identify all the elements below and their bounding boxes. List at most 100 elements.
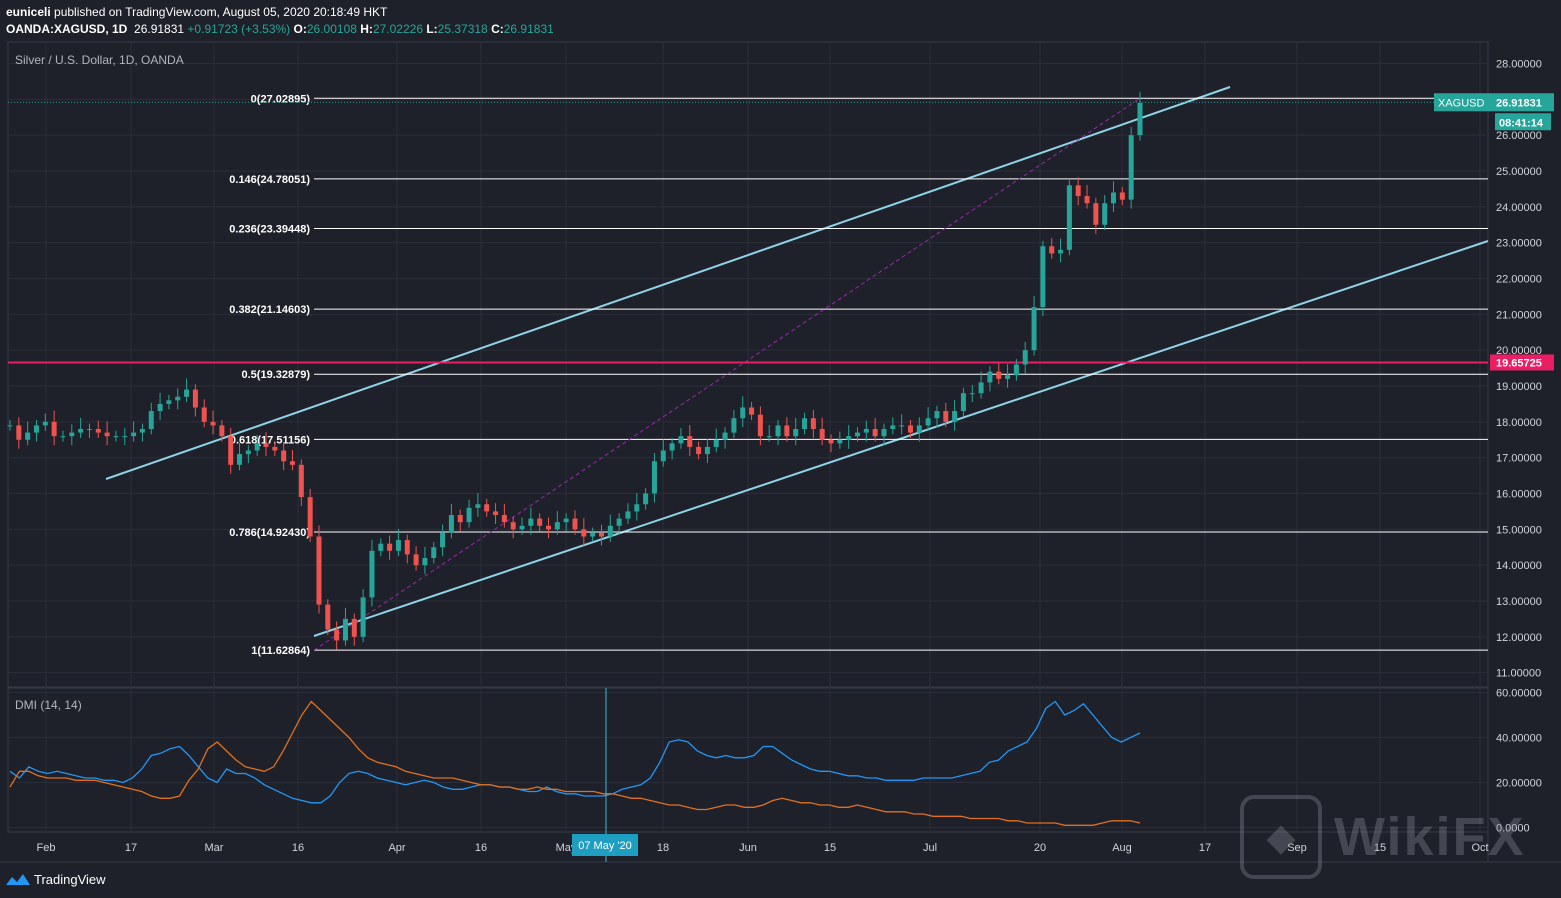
candle-body[interactable]	[528, 518, 534, 526]
candle-body[interactable]	[290, 461, 295, 465]
candle-body[interactable]	[457, 515, 463, 523]
candle-body[interactable]	[952, 411, 958, 422]
candle-body[interactable]	[448, 515, 454, 533]
candle-body[interactable]	[634, 504, 640, 512]
candle-body[interactable]	[1093, 203, 1099, 225]
candle-body[interactable]	[828, 439, 834, 444]
candle-body[interactable]	[440, 532, 446, 548]
candle-body[interactable]	[793, 429, 799, 437]
candle-body[interactable]	[131, 432, 137, 437]
candle-body[interactable]	[334, 629, 340, 641]
candle-body[interactable]	[493, 511, 499, 515]
candle-body[interactable]	[969, 393, 975, 395]
candle-body[interactable]	[60, 436, 66, 438]
candle-body[interactable]	[802, 418, 808, 429]
candle-body[interactable]	[139, 429, 145, 433]
candle-body[interactable]	[766, 436, 772, 438]
candle-body[interactable]	[987, 371, 993, 383]
candle-body[interactable]	[78, 429, 84, 433]
candle-body[interactable]	[775, 425, 781, 437]
candle-body[interactable]	[298, 464, 304, 498]
candle-body[interactable]	[943, 411, 949, 422]
candle-body[interactable]	[687, 436, 693, 447]
candle-body[interactable]	[7, 425, 13, 427]
candle-body[interactable]	[307, 497, 313, 537]
candle-body[interactable]	[669, 443, 675, 451]
candle-body[interactable]	[757, 414, 763, 437]
dmi-minus-line[interactable]	[9, 700, 1141, 826]
candle-body[interactable]	[316, 536, 322, 605]
candle-body[interactable]	[1102, 203, 1108, 225]
candle-body[interactable]	[960, 393, 966, 412]
candle-body[interactable]	[916, 425, 922, 433]
candle-body[interactable]	[519, 525, 525, 530]
candle-body[interactable]	[581, 529, 587, 537]
candle-body[interactable]	[184, 389, 190, 397]
tradingview-brand[interactable]: TradingView	[6, 872, 106, 887]
candle-body[interactable]	[749, 407, 755, 415]
candle-body[interactable]	[254, 443, 260, 451]
candle-body[interactable]	[651, 461, 657, 494]
candle-body[interactable]	[1058, 249, 1064, 254]
candle-body[interactable]	[325, 604, 331, 630]
candle-body[interactable]	[1111, 192, 1117, 204]
candle-body[interactable]	[1005, 375, 1011, 379]
candle-body[interactable]	[978, 382, 984, 394]
channel-upper-line[interactable]	[105, 86, 1231, 480]
candle-body[interactable]	[228, 436, 234, 465]
candle-body[interactable]	[395, 540, 401, 551]
candle-body[interactable]	[431, 547, 437, 558]
candle-body[interactable]	[1066, 185, 1072, 250]
candle-body[interactable]	[369, 550, 375, 598]
candle-body[interactable]	[210, 421, 216, 426]
candle-body[interactable]	[263, 443, 269, 447]
candle-body[interactable]	[404, 540, 410, 555]
candle-body[interactable]	[342, 618, 348, 641]
candle-body[interactable]	[113, 436, 119, 438]
candle-body[interactable]	[572, 518, 578, 530]
candle-body[interactable]	[1084, 196, 1090, 204]
candle-body[interactable]	[201, 407, 207, 422]
candle-body[interactable]	[934, 411, 940, 419]
candle-body[interactable]	[51, 421, 57, 437]
candle-body[interactable]	[148, 411, 154, 429]
candle-body[interactable]	[607, 525, 613, 537]
candle-body[interactable]	[907, 425, 913, 433]
candle-body[interactable]	[563, 518, 569, 523]
candle-body[interactable]	[219, 425, 225, 437]
candle-body[interactable]	[1031, 307, 1037, 351]
candle-body[interactable]	[696, 446, 702, 455]
candle-body[interactable]	[351, 618, 357, 637]
candle-body[interactable]	[175, 396, 181, 401]
candle-body[interactable]	[537, 518, 543, 526]
candle-body[interactable]	[272, 446, 278, 451]
candle-body[interactable]	[510, 522, 516, 530]
candle-body[interactable]	[731, 418, 737, 433]
candle-body[interactable]	[625, 511, 631, 519]
candle-body[interactable]	[837, 439, 843, 444]
publisher-name[interactable]: euniceli	[6, 5, 51, 19]
candle-body[interactable]	[360, 597, 366, 637]
dmi-plus-line[interactable]	[9, 700, 1141, 804]
candle-body[interactable]	[245, 450, 251, 455]
candle-body[interactable]	[890, 425, 896, 429]
candle-body[interactable]	[1040, 246, 1046, 308]
candle-body[interactable]	[1013, 364, 1019, 376]
candle-body[interactable]	[1128, 135, 1134, 200]
candle-body[interactable]	[643, 493, 649, 505]
candle-body[interactable]	[413, 554, 419, 566]
candle-body[interactable]	[819, 429, 825, 440]
candle-body[interactable]	[598, 532, 604, 537]
candle-body[interactable]	[166, 400, 172, 404]
candle-body[interactable]	[1137, 102, 1143, 136]
candle-body[interactable]	[122, 436, 128, 438]
candle-body[interactable]	[863, 429, 869, 433]
candle-body[interactable]	[1075, 185, 1081, 197]
candle-body[interactable]	[722, 432, 728, 440]
candle-body[interactable]	[872, 429, 878, 437]
candle-body[interactable]	[678, 436, 684, 444]
candle-body[interactable]	[554, 522, 560, 530]
candle-body[interactable]	[104, 432, 110, 437]
candle-body[interactable]	[810, 418, 816, 429]
candle-body[interactable]	[422, 558, 428, 566]
